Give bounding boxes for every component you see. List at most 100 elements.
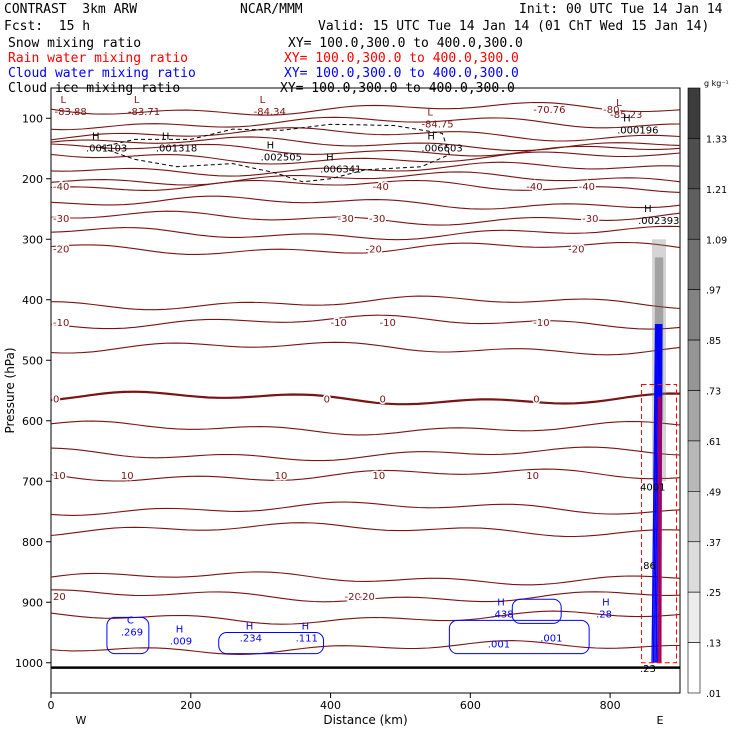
y-tick-label: 800: [22, 536, 43, 549]
y-tick-label: 100: [22, 112, 43, 125]
y-tick-label: 500: [22, 354, 43, 367]
contour-label: -20: [345, 592, 361, 603]
field-xy-cloud-water: XY= 100.0,300.0 to 400.0,300.0: [284, 66, 519, 81]
extremum-value: .23: [640, 664, 656, 675]
temperature-contour: [50, 225, 681, 241]
extremum-marker: H: [602, 597, 610, 608]
temperature-contour: [50, 143, 681, 157]
y-tick-label: 600: [22, 415, 43, 428]
extremum-value: -84.34: [254, 107, 286, 118]
temperature-contour: [50, 522, 681, 538]
colorbar-segment: [687, 339, 701, 391]
contour-label: -70.76: [533, 105, 565, 116]
colorbar-segment: [687, 188, 701, 240]
colorbar-segment: [687, 390, 701, 442]
extremum-marker: H: [497, 597, 505, 608]
extremum-value: .269: [121, 628, 143, 639]
cloud-water-contour: [654, 323, 659, 663]
contour-label: 10: [121, 471, 134, 482]
y-tick-label: 400: [22, 294, 43, 307]
colorbar-label: .37: [706, 538, 721, 549]
contour-label: -20: [53, 244, 69, 255]
extremum-marker: H: [302, 622, 310, 633]
contour-label: -20: [366, 244, 382, 255]
temperature-contour: [50, 589, 681, 603]
extremum-marker: C: [127, 616, 134, 627]
extremum-marker: H: [267, 141, 275, 152]
contour-label: 10: [53, 471, 66, 482]
colorbar-label: .13: [706, 639, 721, 650]
temperature-contour: [50, 116, 681, 131]
temperature-contour: [50, 241, 681, 255]
extremum-marker: L: [616, 98, 622, 109]
contour-label: 10: [526, 471, 539, 482]
extremum-value: .002393: [638, 216, 679, 227]
colorbar-label: .73: [706, 387, 721, 398]
contour-label: -20: [568, 244, 584, 255]
extremum-value: -85.23: [610, 110, 642, 121]
colorbar-segment: [687, 591, 701, 643]
contour-label: -40: [53, 182, 69, 193]
x-tick-label: 800: [600, 699, 621, 712]
contour-label: 10: [372, 471, 385, 482]
extremum-marker: H: [644, 204, 652, 215]
plot-frame: [50, 87, 681, 694]
y-tick-label: 200: [22, 173, 43, 186]
colorbar-label: .49: [706, 487, 721, 498]
temperature-contour: [50, 295, 681, 311]
colorbar-segment: [687, 87, 701, 139]
temperature-contour: [50, 640, 680, 656]
y-tick-label: 300: [22, 233, 43, 246]
x-end-label-east: E: [657, 714, 664, 727]
contour-label: -20: [359, 592, 375, 603]
cloud-water-contour: [218, 632, 325, 655]
contour-label: -40: [372, 182, 388, 193]
extremum-marker: L: [260, 95, 266, 106]
contour-label: 0: [533, 394, 539, 405]
contour-label: -40: [579, 182, 595, 193]
extremum-marker: H: [162, 132, 170, 143]
contour-label: 0: [379, 394, 385, 405]
colorbar-segment: [687, 138, 701, 190]
contour-label: -10: [379, 318, 395, 329]
extremum-value: .111: [296, 634, 318, 645]
extremum-marker: L: [134, 95, 140, 106]
temperature-contour: [50, 341, 681, 356]
cloud-water-contour: [511, 598, 562, 624]
temperature-contour: [50, 468, 681, 482]
contour-label: -10: [331, 318, 347, 329]
extremum-value: .86: [640, 561, 656, 572]
colorbar-label: 1.21: [706, 185, 727, 196]
field-label-cloud-water: Cloud water mixing ratio: [8, 66, 196, 81]
y-tick-label: 1000: [15, 657, 43, 670]
contour-label: -30: [369, 214, 385, 225]
contour-label: -30: [582, 214, 598, 225]
colorbar-segment: [687, 642, 701, 694]
extremum-value: .006603: [421, 144, 462, 155]
cloud-water-contour: [651, 323, 657, 663]
temperature-contour: [50, 195, 681, 210]
temperature-contour: [50, 210, 681, 226]
field-xy-rain: XY= 100.0,300.0 to 400.0,300.0: [284, 51, 519, 66]
extremum-value: .000196: [617, 125, 658, 136]
x-tick-label: 0: [48, 699, 55, 712]
extremum-value: -83.71: [128, 107, 160, 118]
contour-label: 10: [275, 471, 288, 482]
temperature-contour: [50, 571, 681, 586]
x-tick-label: 400: [320, 699, 341, 712]
rain-core: [657, 396, 662, 663]
contour-label: 0: [324, 394, 330, 405]
extremum-value: .002505: [261, 153, 302, 164]
contour-label: 20: [53, 592, 66, 603]
temperature-contour: [50, 179, 681, 193]
extremum-marker: L: [60, 95, 66, 106]
extremum-value: .009: [170, 637, 192, 648]
extremum-value: -83.88: [54, 107, 86, 118]
extremum-marker: H: [176, 625, 184, 636]
extremum-value: .001: [540, 634, 562, 645]
temperature-contour: [50, 610, 681, 625]
contour-label: -30: [338, 214, 354, 225]
temperature-contour: [50, 161, 681, 177]
extremum-value: .28: [596, 609, 612, 620]
